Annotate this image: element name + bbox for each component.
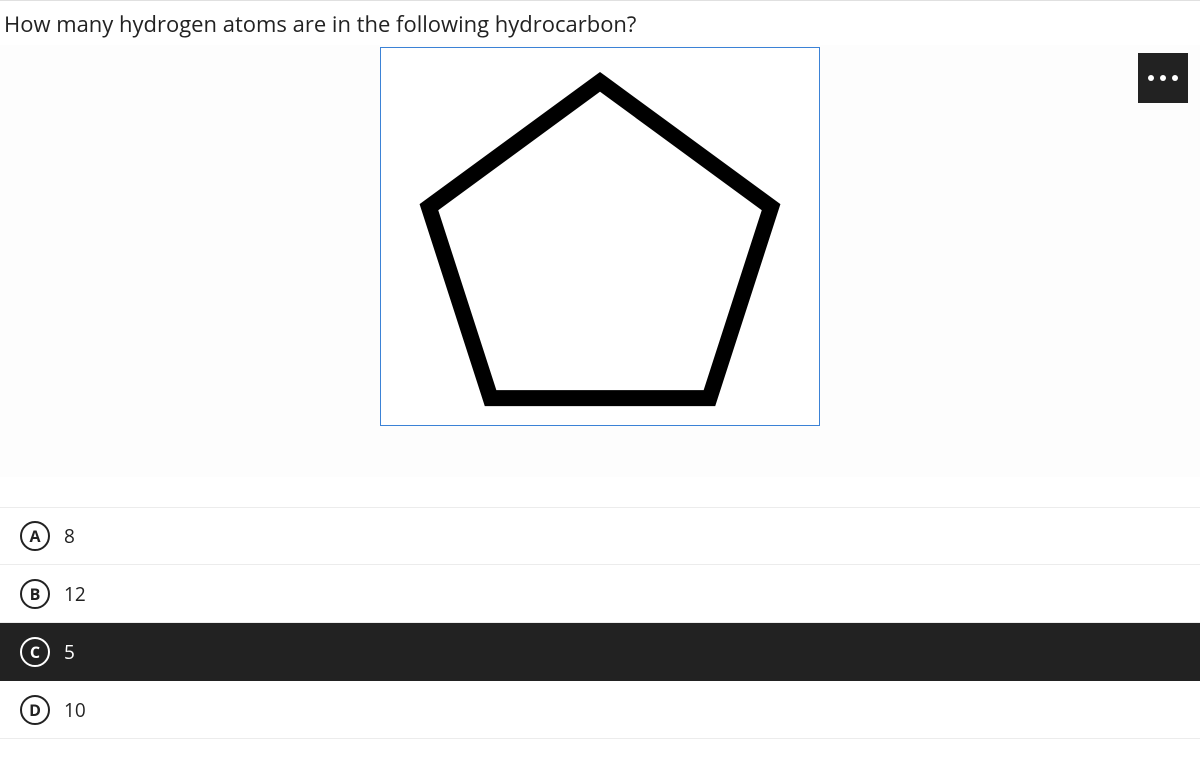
answer-option-d[interactable]: D 10	[0, 681, 1200, 739]
ellipsis-icon	[1148, 75, 1154, 81]
ellipsis-icon	[1160, 75, 1166, 81]
answer-option-a[interactable]: A 8	[0, 507, 1200, 565]
question-image-area	[0, 45, 1200, 477]
option-text: 5	[64, 639, 75, 665]
question-image-frame[interactable]	[380, 47, 820, 426]
option-text: 8	[64, 523, 75, 549]
answer-options: A 8 B 12 C 5 D 10	[0, 507, 1200, 739]
option-text: 10	[64, 697, 86, 723]
option-text: 12	[64, 581, 86, 607]
option-letter: C	[20, 637, 50, 667]
answer-option-b[interactable]: B 12	[0, 565, 1200, 623]
option-letter: D	[20, 695, 50, 725]
more-options-button[interactable]	[1138, 53, 1188, 103]
ellipsis-icon	[1172, 75, 1178, 81]
question-prompt: How many hydrogen atoms are in the follo…	[0, 1, 1200, 45]
answer-option-c[interactable]: C 5	[0, 623, 1200, 681]
option-letter: B	[20, 579, 50, 609]
quiz-question-page: How many hydrogen atoms are in the follo…	[0, 0, 1200, 773]
option-letter: A	[20, 521, 50, 551]
pentagon-icon	[381, 48, 819, 425]
